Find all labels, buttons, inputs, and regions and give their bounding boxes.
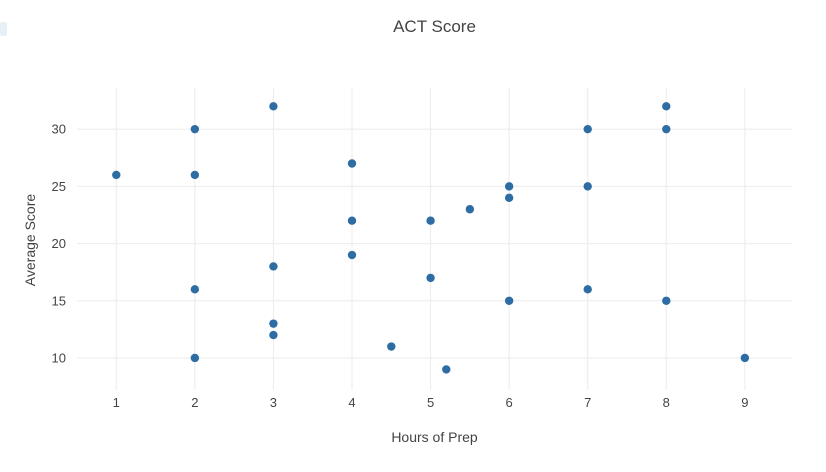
x-tick-label: 1 [113, 395, 120, 410]
x-tick-label: 9 [741, 395, 748, 410]
edge-artifact [0, 22, 7, 36]
scatter-point[interactable] [269, 330, 278, 340]
scatter-point[interactable] [269, 102, 278, 111]
scatter-point[interactable] [426, 273, 435, 283]
scatter-point[interactable] [190, 285, 200, 294]
scatter-point[interactable] [387, 342, 396, 351]
scatter-point[interactable] [740, 353, 750, 363]
x-tick-label: 7 [584, 395, 591, 410]
scatter-point[interactable] [504, 193, 514, 203]
scatter-point[interactable] [583, 182, 592, 191]
x-tick-label: 8 [663, 395, 670, 410]
y-tick-label: 15 [52, 293, 66, 308]
scatter-point[interactable] [190, 124, 200, 134]
x-tick-label: 5 [427, 395, 434, 410]
x-tick-label: 6 [506, 395, 513, 410]
scatter-point[interactable] [662, 296, 671, 305]
scatter-point[interactable] [190, 353, 200, 363]
y-axis-title: Average Score [22, 193, 38, 287]
scatter-point[interactable] [347, 250, 357, 260]
x-axis-title: Hours of Prep [391, 429, 478, 445]
scatter-point[interactable] [504, 182, 514, 191]
scatter-point[interactable] [465, 205, 475, 214]
y-tick-label: 10 [52, 350, 66, 365]
x-tick-label: 2 [191, 395, 198, 410]
y-tick-label: 25 [52, 179, 66, 194]
scatter-point[interactable] [583, 124, 592, 134]
x-tick-label: 4 [348, 395, 355, 410]
y-tick-label: 20 [52, 236, 66, 251]
x-tick-label: 3 [270, 395, 277, 410]
scatter-point[interactable] [662, 102, 671, 111]
y-tick-label: 30 [52, 122, 66, 137]
scatter-point[interactable] [347, 216, 357, 225]
scatter-point[interactable] [426, 216, 435, 225]
scatter-point[interactable] [442, 365, 451, 374]
scatter-point[interactable] [190, 170, 200, 180]
scatter-point[interactable] [112, 170, 121, 180]
scatter-point[interactable] [662, 124, 671, 134]
scatter-point[interactable] [583, 285, 592, 294]
scatter-point[interactable] [269, 319, 278, 328]
scatter-point[interactable] [269, 262, 278, 271]
scatter-point[interactable] [504, 296, 514, 305]
chart-title: ACT Score [393, 17, 476, 36]
scatter-point[interactable] [347, 159, 357, 168]
